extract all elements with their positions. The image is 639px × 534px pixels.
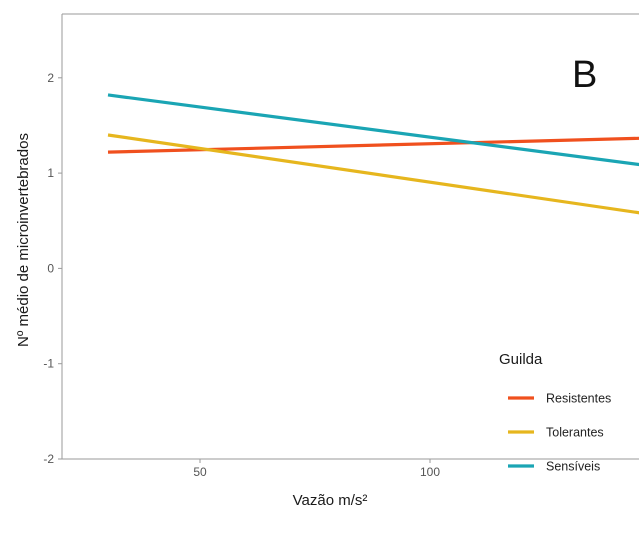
series-lines <box>107 93 639 215</box>
plot-background <box>62 14 639 459</box>
legend-label-tolerantes: Tolerantes <box>546 426 604 440</box>
y-tick-label: -1 <box>43 357 54 371</box>
y-tick-label: 1 <box>47 166 54 180</box>
series-line-resistentes <box>107 136 639 154</box>
x-axis-title: Vazão m/s² <box>293 492 368 509</box>
legend-title: Guilda <box>499 351 543 368</box>
series-line-sensiveis <box>107 93 639 167</box>
y-tick-label: 2 <box>47 71 54 85</box>
panel-label: B <box>572 54 597 96</box>
y-axis-ticks: -2 -1 0 1 2 <box>43 71 62 466</box>
x-tick-label: 100 <box>420 465 440 479</box>
legend-label-resistentes: Resistentes <box>546 392 611 406</box>
y-axis-title: Nº médio de microinvertebrados <box>15 133 32 347</box>
series-line-tolerantes <box>107 133 639 215</box>
y-tick-label: 0 <box>47 261 54 275</box>
y-tick-label: -2 <box>43 452 54 466</box>
x-tick-label: 50 <box>193 465 207 479</box>
legend-items: Resistentes Tolerantes Sensíveis <box>508 392 611 474</box>
x-axis-ticks: 50100150200250 <box>193 459 440 479</box>
legend-label-sensiveis: Sensíveis <box>546 460 600 474</box>
legend: Guilda Resistentes Tolerantes Sensíveis <box>499 351 611 474</box>
